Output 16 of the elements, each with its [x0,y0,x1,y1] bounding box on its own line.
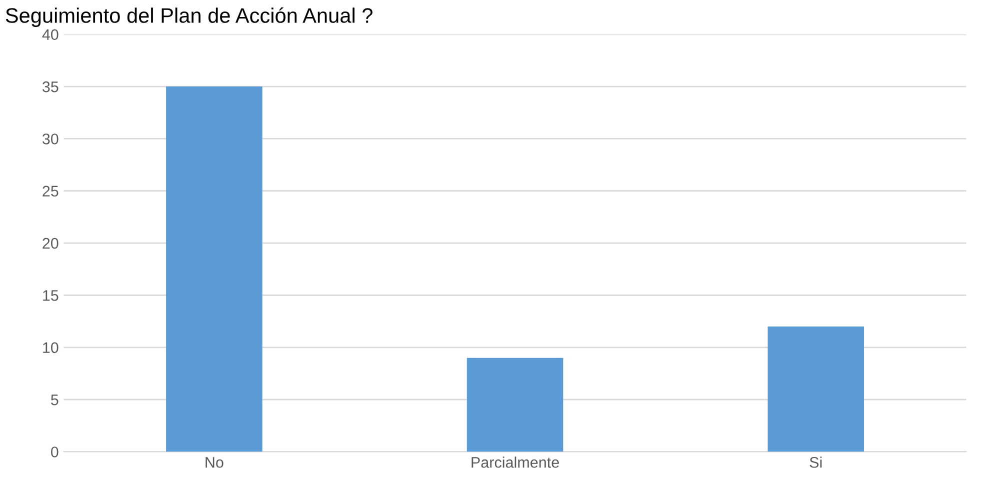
y-tick-label: 10 [43,342,58,354]
bar [166,86,262,452]
y-tick-label: 0 [51,446,58,458]
bar [768,326,864,452]
y-tick-label: 25 [42,186,58,197]
chart-title: Seguimiento del Plan de Acción Anual ? [6,7,372,28]
y-tick-label: 35 [42,81,58,92]
x-tick-label: No [206,457,224,468]
y-tick-label: 5 [51,394,58,406]
bar [466,358,564,452]
y-tick-label: 30 [42,134,58,144]
y-tick-label: 15 [43,290,58,301]
y-tick-label: 40 [42,29,58,40]
x-tick-label: Parcialmente [472,456,559,468]
y-tick-label: 20 [42,238,58,249]
x-tick-label: Si [810,456,822,468]
